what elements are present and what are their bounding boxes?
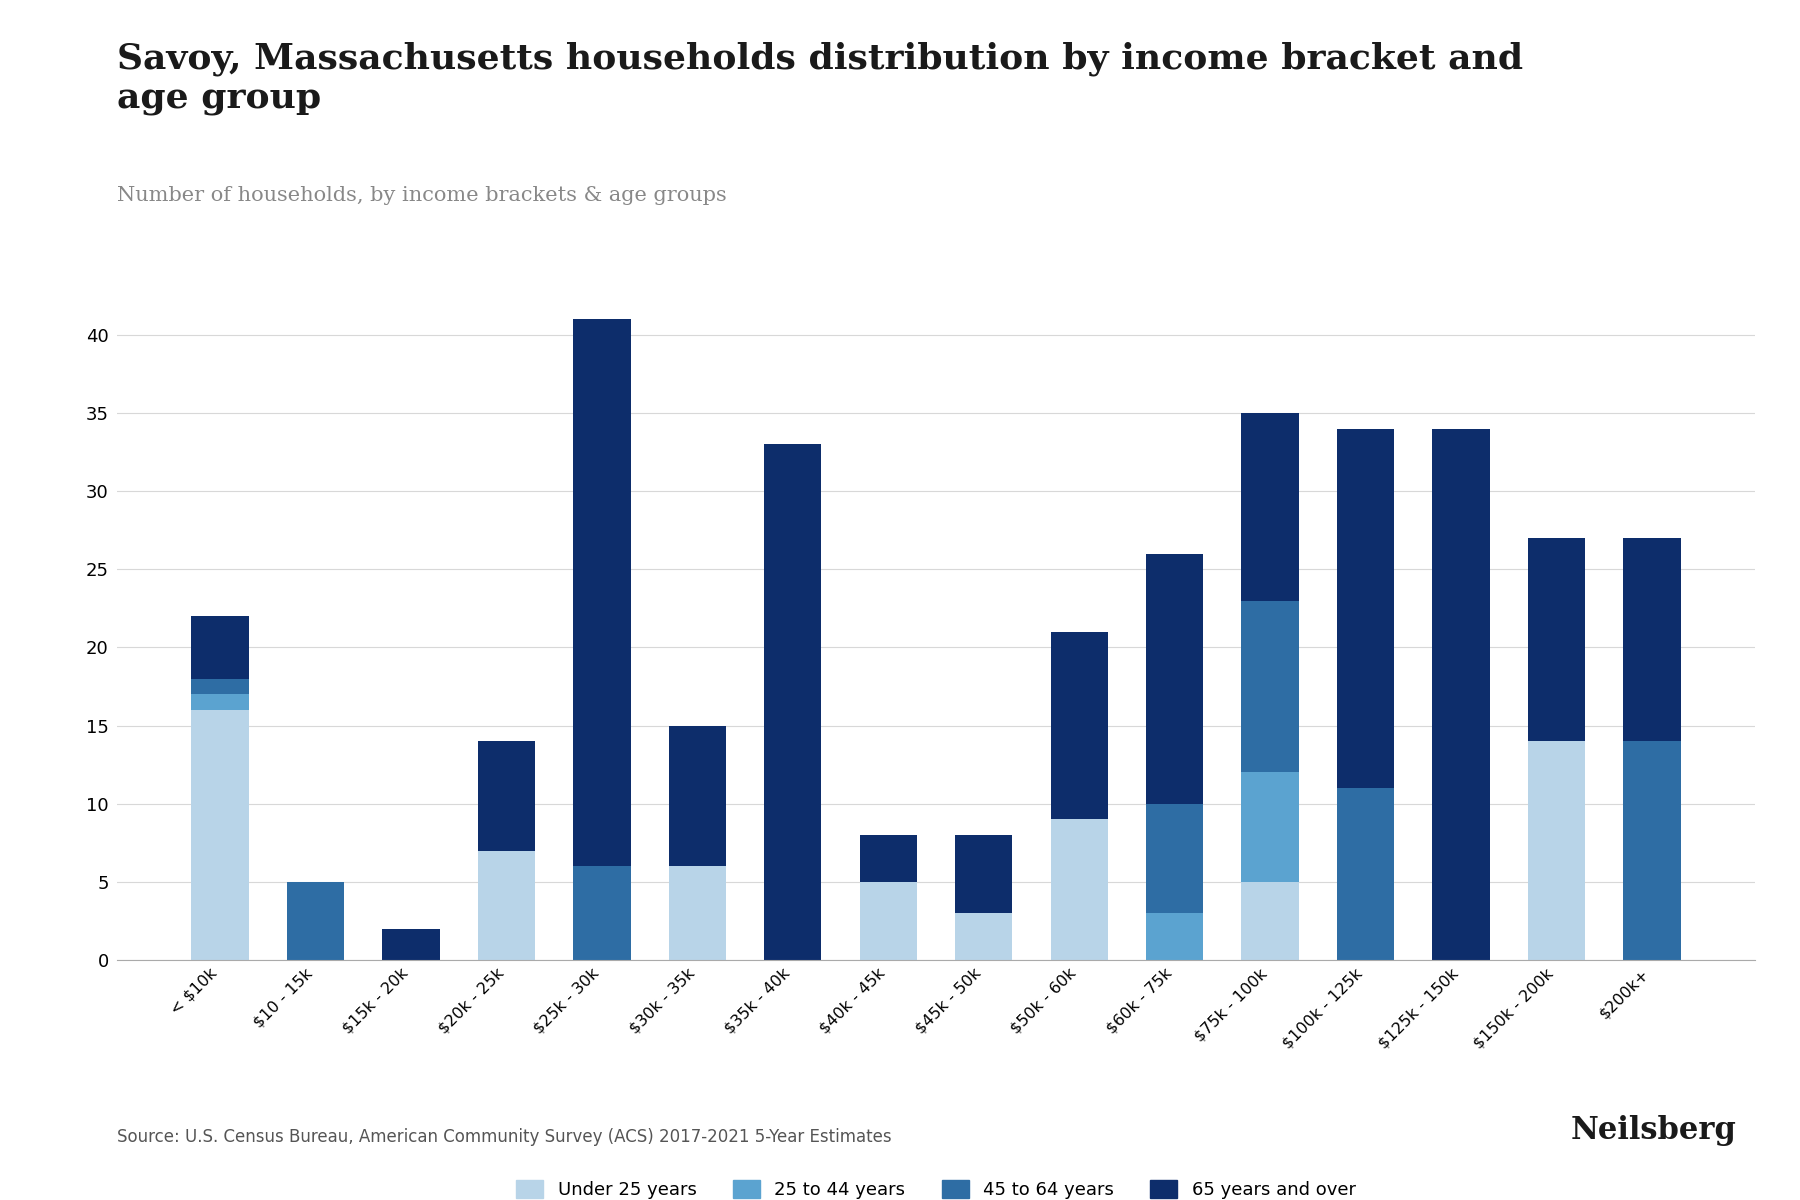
Bar	[1147, 553, 1202, 804]
Text: Neilsberg: Neilsberg	[1571, 1115, 1737, 1146]
Bar	[1147, 913, 1202, 960]
Bar	[1337, 428, 1395, 788]
Bar	[1433, 428, 1490, 960]
Bar	[1051, 632, 1107, 820]
Legend: Under 25 years, 25 to 44 years, 45 to 64 years, 65 years and over: Under 25 years, 25 to 44 years, 45 to 64…	[509, 1172, 1363, 1200]
Bar	[191, 679, 248, 695]
Bar	[1242, 773, 1300, 882]
Bar	[956, 913, 1012, 960]
Bar	[670, 726, 725, 866]
Bar	[382, 929, 439, 960]
Bar	[191, 695, 248, 710]
Bar	[670, 866, 725, 960]
Bar	[191, 710, 248, 960]
Bar	[286, 882, 344, 960]
Bar	[1242, 882, 1300, 960]
Bar	[1528, 742, 1586, 960]
Bar	[1528, 538, 1586, 742]
Bar	[477, 742, 535, 851]
Bar	[191, 616, 248, 679]
Bar	[1624, 538, 1681, 742]
Bar	[1337, 788, 1395, 960]
Text: Savoy, Massachusetts households distribution by income bracket and
age group: Savoy, Massachusetts households distribu…	[117, 42, 1523, 116]
Bar	[1051, 820, 1107, 960]
Text: Number of households, by income brackets & age groups: Number of households, by income brackets…	[117, 186, 727, 205]
Bar	[572, 319, 630, 866]
Bar	[1242, 413, 1300, 600]
Bar	[765, 444, 821, 960]
Bar	[1624, 742, 1681, 960]
Text: Source: U.S. Census Bureau, American Community Survey (ACS) 2017-2021 5-Year Est: Source: U.S. Census Bureau, American Com…	[117, 1128, 891, 1146]
Bar	[860, 882, 916, 960]
Bar	[860, 835, 916, 882]
Bar	[572, 866, 630, 960]
Bar	[477, 851, 535, 960]
Bar	[1242, 600, 1300, 773]
Bar	[956, 835, 1012, 913]
Bar	[1147, 804, 1202, 913]
